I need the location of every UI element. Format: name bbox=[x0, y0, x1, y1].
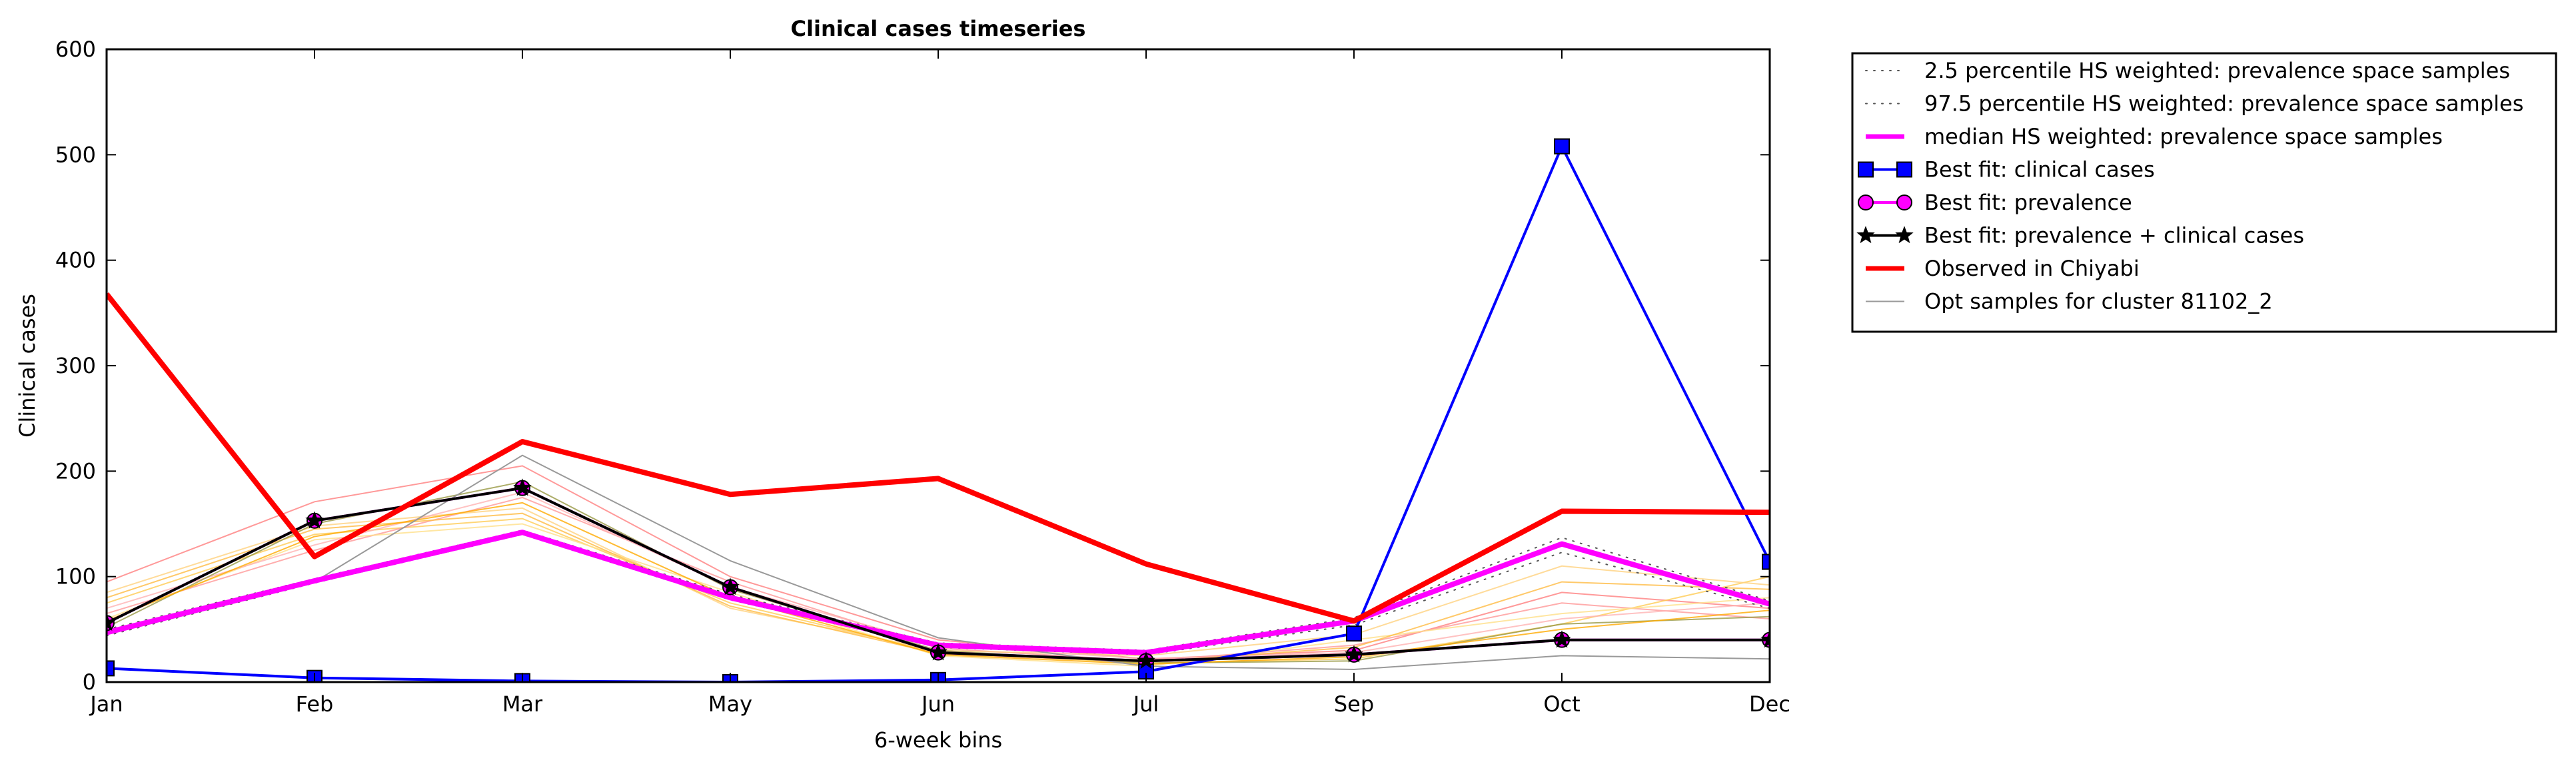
series-6 bbox=[107, 478, 1770, 669]
y-tick-label-4: 300 bbox=[55, 353, 96, 378]
sample-line-6 bbox=[107, 491, 1770, 660]
series-6-point-7 bbox=[1345, 645, 1363, 663]
series-line-1 bbox=[107, 534, 1770, 655]
series-2 bbox=[107, 530, 1770, 651]
series-4-point-1 bbox=[107, 660, 115, 677]
x-tick-label-8: Oct bbox=[1543, 691, 1580, 717]
plot-area bbox=[107, 138, 1770, 682]
x-tick-label-5: Jun bbox=[920, 691, 955, 717]
legend-marker-5-a bbox=[1858, 194, 1874, 210]
legend-label-1: 2.5 percentile HS weighted: prevalence s… bbox=[1924, 58, 2510, 83]
x-tick-label-2: Feb bbox=[296, 691, 334, 717]
series-4-point-8 bbox=[1554, 138, 1570, 155]
y-tick-label-3: 200 bbox=[55, 458, 96, 484]
series-6-point-6 bbox=[1137, 651, 1155, 669]
legend-label-4: Best fit: clinical cases bbox=[1924, 157, 2155, 183]
legend-marker-5-b bbox=[1896, 194, 1912, 210]
legend-label-3: median HS weighted: prevalence space sam… bbox=[1924, 124, 2443, 149]
series-6-point-4 bbox=[721, 578, 740, 595]
x-tick-label-4: May bbox=[708, 691, 752, 717]
x-tick-label-1: Jan bbox=[89, 691, 123, 717]
y-tick-label-6: 500 bbox=[55, 142, 96, 167]
legend-label-8: Opt samples for cluster 81102_2 bbox=[1924, 289, 2273, 314]
chart-title: Clinical cases timeseries bbox=[791, 16, 1086, 41]
legend-label-2: 97.5 percentile HS weighted: prevalence … bbox=[1924, 91, 2523, 117]
series-4 bbox=[107, 138, 1770, 682]
series-6-point-5 bbox=[929, 643, 948, 661]
x-tick-label-6: Jul bbox=[1132, 691, 1159, 717]
legend-label-7: Observed in Chiyabi bbox=[1924, 256, 2140, 281]
series-1 bbox=[107, 534, 1770, 655]
series-line-4 bbox=[107, 145, 1770, 682]
y-axis-label: Clinical cases bbox=[15, 294, 40, 438]
series-6-point-3 bbox=[513, 478, 532, 496]
legend-box bbox=[1851, 52, 2557, 333]
legend-marker-4-a bbox=[1858, 161, 1874, 178]
series-7 bbox=[107, 292, 1770, 624]
y-tick-label-7: 600 bbox=[55, 37, 96, 62]
series-4-point-9 bbox=[1762, 554, 1770, 570]
series-4-point-7 bbox=[1346, 625, 1362, 642]
plot-frame bbox=[105, 48, 1771, 683]
legend-label-6: Best fit: prevalence + clinical cases bbox=[1924, 223, 2304, 248]
sample-line-1 bbox=[107, 465, 1770, 660]
series-6-point-2 bbox=[305, 511, 324, 529]
y-tick-label-1: 0 bbox=[83, 669, 96, 695]
series-line-8 bbox=[107, 454, 1770, 670]
x-tick-label-7: Sep bbox=[1334, 691, 1374, 717]
series-6-point-1 bbox=[107, 613, 116, 631]
series-8 bbox=[107, 454, 1770, 670]
legend: 2.5 percentile HS weighted: prevalence s… bbox=[1851, 52, 2557, 333]
series-line-2 bbox=[107, 530, 1770, 651]
y-tick-label-5: 400 bbox=[55, 248, 96, 273]
x-tick-label-3: Mar bbox=[502, 691, 543, 717]
y-tick-label-2: 100 bbox=[55, 564, 96, 589]
series-6-point-8 bbox=[1553, 630, 1571, 648]
x-axis-label: 6-week bins bbox=[874, 727, 1002, 753]
legend-marker-6-b bbox=[1895, 226, 1914, 244]
series-6-point-9 bbox=[1760, 630, 1770, 648]
series-line-7 bbox=[107, 292, 1770, 624]
x-tick-label-9: Dec bbox=[1749, 691, 1790, 717]
axes: 0 100 200 300 400 500 600 Jan Feb Mar May Jun Jul Sep… bbox=[55, 37, 1790, 717]
legend-label-5: Best fit: prevalence bbox=[1924, 190, 2132, 215]
legend-marker-6-a bbox=[1856, 226, 1875, 244]
legend-marker-4-b bbox=[1896, 161, 1912, 178]
